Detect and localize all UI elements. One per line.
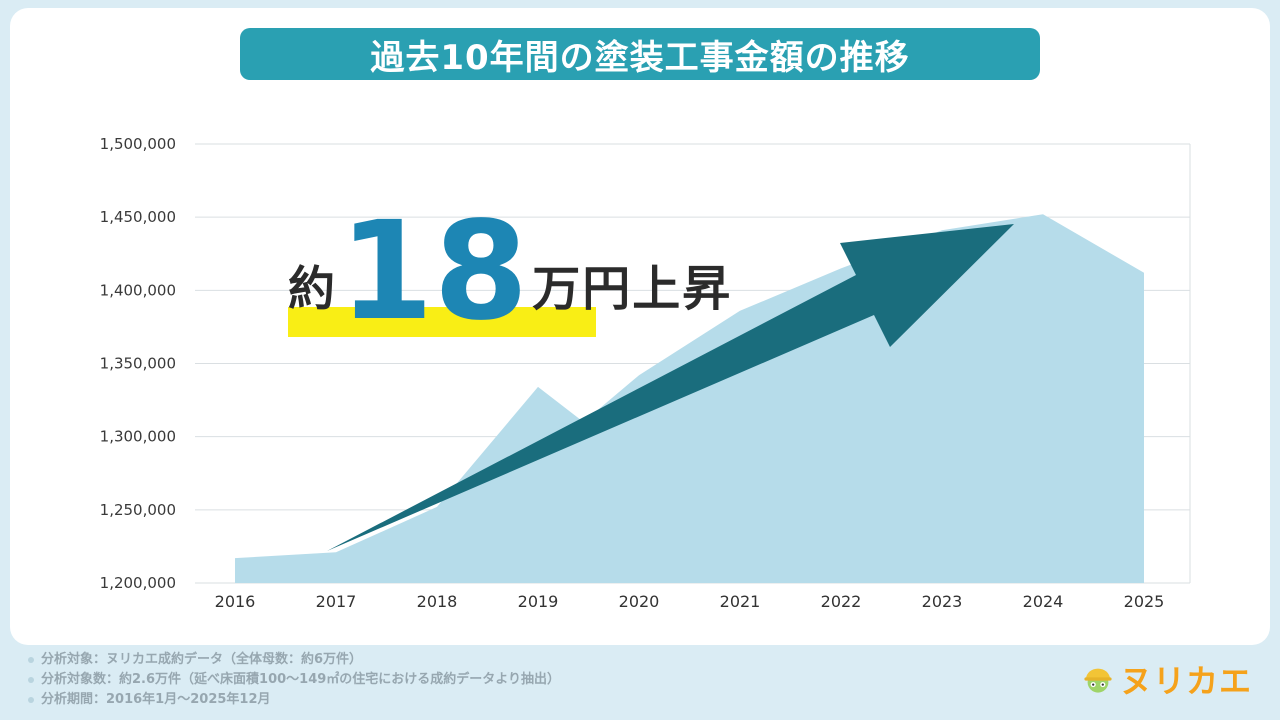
x-tick-label: 2019 xyxy=(518,592,559,611)
footnote-item: 分析期間：2016年1月〜2025年12月 xyxy=(28,690,560,710)
title-banner: 過去10年間の塗装工事金額の推移 xyxy=(240,28,1040,80)
nurikae-logo: ヌリカエ xyxy=(1082,656,1252,702)
x-tick-label: 2018 xyxy=(417,592,458,611)
y-tick-label: 1,300,000 xyxy=(100,428,176,446)
y-tick-label: 1,350,000 xyxy=(100,355,176,373)
footnote-text: 分析対象数：約2.6万件（延べ床面積100〜149㎡の住宅における成約データより… xyxy=(41,672,561,687)
y-tick-label: 1,500,000 xyxy=(100,135,176,153)
yellow-highlight-bar xyxy=(288,307,596,337)
x-tick-label: 2025 xyxy=(1124,592,1165,611)
x-tick-label: 2022 xyxy=(821,592,862,611)
footnote-text: 分析期間：2016年1月〜2025年12月 xyxy=(41,692,271,707)
trend-arrow xyxy=(327,224,1014,551)
x-tick-label: 2017 xyxy=(316,592,357,611)
x-tick-label: 2016 xyxy=(215,592,256,611)
x-tick-label: 2020 xyxy=(619,592,660,611)
y-tick-label: 1,250,000 xyxy=(100,501,176,519)
annotation-prefix: 約 xyxy=(288,262,335,317)
x-tick-label: 2023 xyxy=(922,592,963,611)
footnotes-list: 分析対象：ヌリカエ成約データ（全体母数：約6万件） 分析対象数：約2.6万件（延べ… xyxy=(28,650,560,710)
footnote-item: 分析対象数：約2.6万件（延べ床面積100〜149㎡の住宅における成約データより… xyxy=(28,670,560,690)
mascot-icon xyxy=(1084,668,1112,693)
footnote-item: 分析対象：ヌリカエ成約データ（全体母数：約6万件） xyxy=(28,650,560,670)
y-tick-label: 1,400,000 xyxy=(100,281,176,299)
y-tick-label: 1,200,000 xyxy=(100,574,176,592)
annotation-suffix: 万円上昇 xyxy=(532,261,733,317)
bullet-icon xyxy=(28,697,34,703)
y-tick-label: 1,450,000 xyxy=(100,208,176,226)
x-tick-label: 2024 xyxy=(1023,592,1064,611)
footnote-text: 分析対象：ヌリカエ成約データ（全体母数：約6万件） xyxy=(41,652,363,667)
logo-text: ヌリカエ xyxy=(1119,662,1252,700)
bullet-icon xyxy=(28,657,34,663)
x-tick-label: 2021 xyxy=(720,592,761,611)
increase-annotation: 約 18 万円上昇 xyxy=(288,192,733,351)
page-title: 過去10年間の塗装工事金額の推移 xyxy=(370,37,910,78)
bullet-icon xyxy=(28,677,34,683)
annotation-big-number: 18 xyxy=(339,192,529,351)
